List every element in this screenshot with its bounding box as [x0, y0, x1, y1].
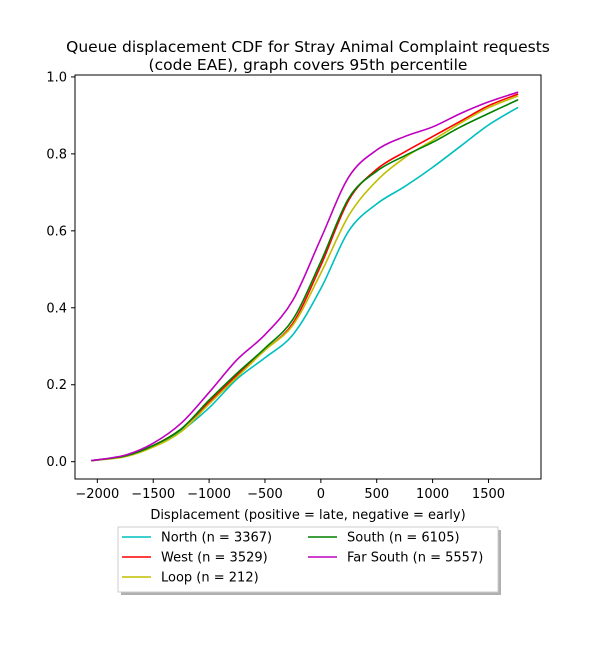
series-layer: [90, 91, 519, 462]
chart-title-line-1: Queue displacement CDF for Stray Animal …: [66, 38, 550, 56]
y-axis: 0.0 0.2 0.4 0.6 0.8 1.0: [46, 70, 75, 470]
series-line-2: [90, 95, 519, 462]
legend-label-3: South (n = 6105): [347, 531, 460, 546]
y-tick-label: 0.4: [46, 301, 67, 316]
x-axis-label: Displacement (positive = late, negative …: [150, 508, 465, 523]
y-tick-label: 0.0: [46, 455, 67, 470]
x-tick-label: −1500: [131, 487, 175, 502]
x-tick-label: 0: [317, 487, 325, 502]
x-tick-label: 500: [364, 487, 389, 502]
series-line-4: [90, 91, 519, 462]
legend-label-1: West (n = 3529): [161, 551, 268, 566]
x-tick-label: −1000: [187, 487, 231, 502]
x-axis: −2000 −1500 −1000 −500 0 500 1000 1500: [75, 479, 505, 502]
y-tick-label: 0.2: [46, 378, 67, 393]
chart-title-line-2: (code EAE), graph covers 95th percentile: [149, 56, 468, 74]
y-tick-label: 0.8: [46, 147, 67, 162]
series-line-3: [90, 99, 519, 462]
x-tick-label: 1000: [416, 487, 449, 502]
x-tick-label: 1500: [472, 487, 505, 502]
x-tick-label: −2000: [75, 487, 119, 502]
legend-label-0: North (n = 3367): [161, 531, 272, 546]
legend-entries: North (n = 3367) West (n = 3529) Loop (n =…: [122, 531, 483, 586]
legend-label-4: Far South (n = 5557): [347, 551, 483, 566]
legend: North (n = 3367) West (n = 3529) Loop (n =…: [117, 526, 501, 595]
legend-box: [117, 526, 499, 593]
legend-label-2: Loop (n = 212): [161, 571, 259, 586]
y-tick-label: 0.6: [46, 224, 67, 239]
series-line-0: [90, 106, 519, 462]
x-tick-label: −500: [247, 487, 283, 502]
plot-frame: [74, 74, 542, 480]
y-tick-label: 1.0: [46, 70, 67, 85]
